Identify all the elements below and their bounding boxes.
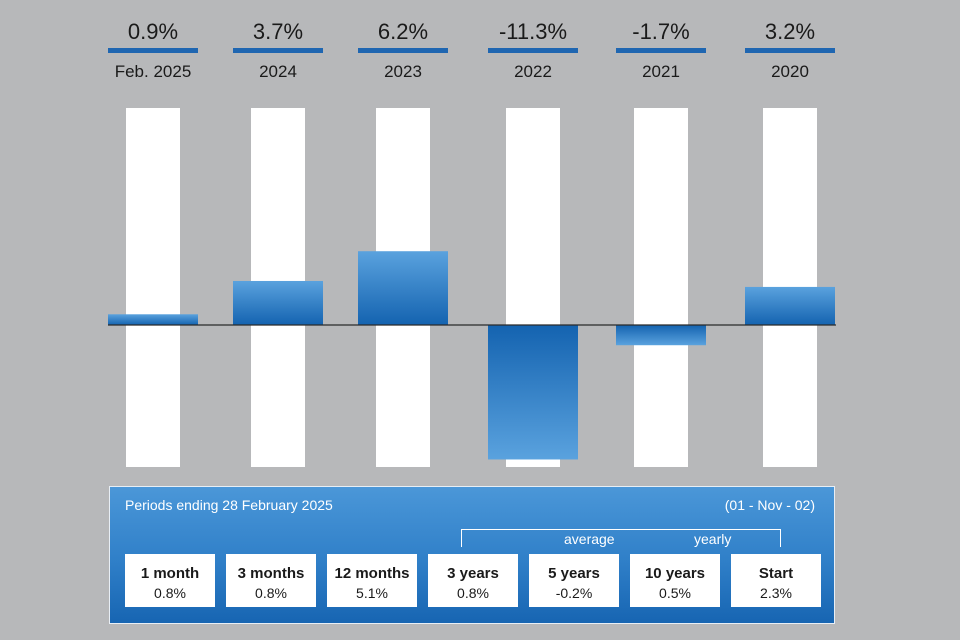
value-label: -1.7%: [632, 19, 689, 44]
bar-track: [634, 108, 688, 467]
header-rule: [616, 48, 706, 53]
period-value: 0.8%: [154, 585, 186, 601]
header-rule: [108, 48, 198, 53]
period-label: 12 months: [334, 565, 410, 582]
bar-2021: [616, 325, 706, 346]
category-label: 2023: [384, 62, 422, 81]
period-returns-panel: Periods ending 28 February 2025 (01 - No…: [109, 486, 835, 624]
period-box-12-months: 12 months 5.1%: [327, 554, 417, 607]
period-box-3-years: 3 years 0.8%: [428, 554, 518, 607]
value-label: 6.2%: [378, 19, 428, 44]
bar-track: [126, 108, 180, 467]
bar-2023: [358, 251, 448, 325]
period-value: 0.8%: [255, 585, 287, 601]
period-label: 3 years: [447, 565, 499, 582]
inception-date: (01 - Nov - 02): [724, 497, 815, 513]
period-label: 5 years: [548, 565, 600, 582]
bracket-label-yearly: yearly: [694, 531, 732, 547]
period-label: 1 month: [140, 565, 200, 582]
bar-2020: [745, 286, 835, 325]
period-label: Start: [758, 565, 794, 582]
period-box-start: Start 2.3%: [731, 554, 821, 607]
category-label: 2022: [514, 62, 552, 81]
period-label: 3 months: [237, 565, 305, 582]
period-box-1-month: 1 month 0.8%: [125, 554, 215, 607]
average-yearly-bracket: [461, 529, 781, 547]
period-value: 0.5%: [659, 585, 691, 601]
value-label: 0.9%: [128, 19, 178, 44]
header-rule: [358, 48, 448, 53]
header-rule: [488, 48, 578, 53]
period-value: 5.1%: [356, 585, 388, 601]
period-label: 10 years: [644, 565, 706, 582]
bar-2022: [488, 325, 578, 460]
value-label: 3.2%: [765, 19, 815, 44]
period-box-3-months: 3 months 0.8%: [226, 554, 316, 607]
period-box-10-years: 10 years 0.5%: [630, 554, 720, 607]
header-rule: [233, 48, 323, 53]
category-label: 2024: [259, 62, 297, 81]
period-box-5-years: 5 years -0.2%: [529, 554, 619, 607]
header-rule: [745, 48, 835, 53]
bar-feb-2025: [108, 314, 198, 325]
category-label: 2021: [642, 62, 680, 81]
bar-2024: [233, 280, 323, 325]
panel-title: Periods ending 28 February 2025: [125, 497, 333, 513]
category-label: Feb. 2025: [115, 62, 192, 81]
period-value: 2.3%: [760, 585, 792, 601]
category-label: 2020: [771, 62, 809, 81]
period-boxes: 1 month 0.8% 3 months 0.8% 12 months 5.1…: [125, 554, 822, 607]
period-value: 0.8%: [457, 585, 489, 601]
value-label: 3.7%: [253, 19, 303, 44]
bar-chart: 0.9% Feb. 2025 3.7% 2024 6.2% 2023 -11.3% 2022 -…: [108, 19, 836, 467]
period-value: -0.2%: [555, 585, 593, 601]
value-label: -11.3%: [499, 19, 567, 44]
bracket-label-average: average: [564, 531, 615, 547]
